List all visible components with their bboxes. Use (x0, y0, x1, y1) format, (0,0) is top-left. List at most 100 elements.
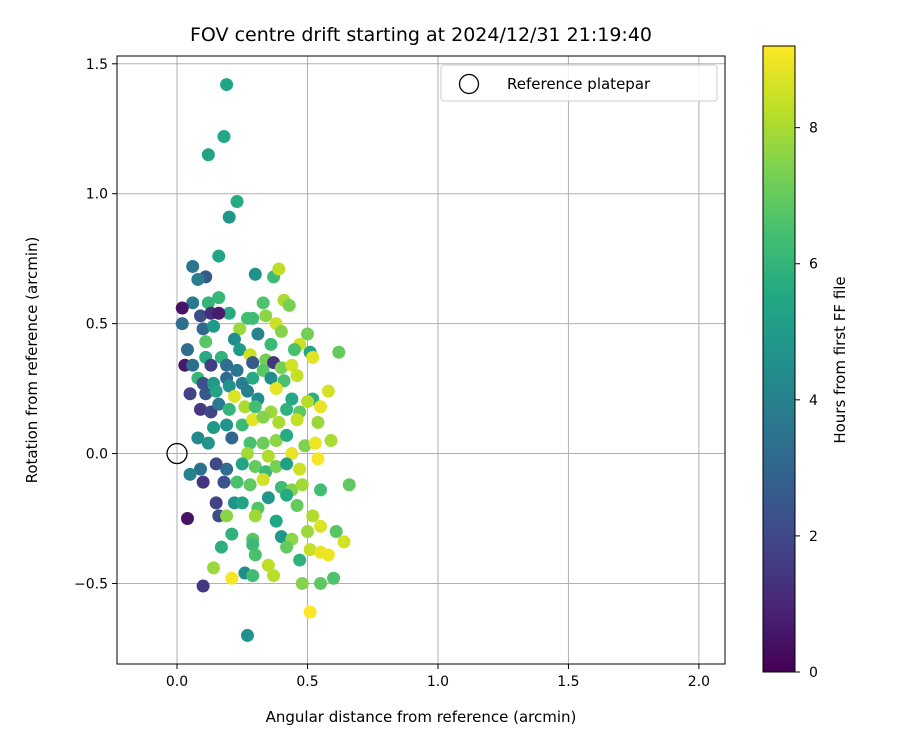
scatter-point (256, 296, 270, 310)
scatter-point (280, 457, 294, 471)
scatter-point (287, 343, 301, 357)
scatter-point (235, 496, 249, 510)
scatter-point (209, 457, 223, 471)
scatter-point (204, 358, 218, 372)
scatter-point (300, 524, 314, 538)
scatter-point (295, 478, 309, 492)
scatter-point (225, 527, 239, 541)
scatter-point (314, 483, 328, 497)
scatter-point (225, 571, 239, 585)
scatter-point (303, 605, 317, 619)
scatter-point (308, 436, 322, 450)
scatter-point (180, 511, 194, 525)
scatter-point (240, 384, 254, 398)
scatter-point (321, 548, 335, 562)
legend: Reference platepar (440, 64, 718, 102)
scatter-point (269, 382, 283, 396)
scatter-point (261, 449, 275, 463)
scatter-point (196, 376, 210, 390)
x-tick-label: 0.5 (296, 674, 318, 690)
scatter-point (298, 439, 312, 453)
scatter-point (314, 576, 328, 590)
scatter-point (207, 319, 221, 333)
scatter-point (240, 628, 254, 642)
scatter-point (186, 296, 200, 310)
scatter-point (251, 327, 265, 341)
scatter-point (337, 535, 351, 549)
colorbar-ticks: 0 2 4 6 8 (795, 121, 818, 681)
scatter-point (269, 434, 283, 448)
scatter-point (261, 558, 275, 572)
scatter-point (201, 148, 215, 162)
scatter-point (230, 475, 244, 489)
scatter-point (209, 384, 223, 398)
scatter-point (201, 296, 215, 310)
scatter-point (321, 384, 335, 398)
scatter-point (180, 343, 194, 357)
scatter-point (230, 363, 244, 377)
scatter-point (191, 272, 205, 286)
y-tick-label: 0.0 (86, 447, 108, 463)
scatter-point (240, 447, 254, 461)
scatter-point (186, 259, 200, 273)
scatter-point (285, 358, 299, 372)
scatter-point (175, 317, 189, 331)
legend-box (440, 64, 718, 102)
scatter-point (212, 291, 226, 305)
scatter-point (300, 395, 314, 409)
scatter-point (222, 379, 236, 393)
scatter-point (201, 436, 215, 450)
legend-label-reference: Reference platepar (507, 75, 651, 93)
scatter-point (295, 576, 309, 590)
scatter-point (285, 392, 299, 406)
scatter-point (222, 402, 236, 416)
scatter-point (217, 475, 231, 489)
scatter-point (314, 519, 328, 533)
scatter-point (191, 431, 205, 445)
scatter-point (246, 569, 260, 583)
scatter-point (217, 130, 231, 144)
x-tick-label: 1.5 (557, 674, 579, 690)
colorbar-tick-label: 6 (809, 257, 818, 273)
scatter-point (311, 415, 325, 429)
colorbar-label: Hours from first FF file (831, 276, 849, 443)
scatter-point (324, 434, 338, 448)
scatter-point (300, 327, 314, 341)
scatter-point (222, 306, 236, 320)
scatter-point (248, 400, 262, 414)
scatter-point (280, 402, 294, 416)
scatter-point (214, 540, 228, 554)
scatter-point (264, 337, 278, 351)
y-tick-label: 1.5 (86, 57, 108, 73)
scatter-point (207, 561, 221, 575)
scatter-point (235, 418, 249, 432)
scatter-point (290, 413, 304, 427)
scatter-point (261, 491, 275, 505)
scatter-point (248, 267, 262, 281)
scatter-point (327, 571, 341, 585)
scatter-point (230, 195, 244, 209)
scatter-point (290, 369, 304, 383)
scatter-point (238, 400, 252, 414)
scatter-point (194, 402, 208, 416)
scatter-point (293, 462, 307, 476)
scatter-point (272, 262, 286, 276)
chart-title: FOV centre drift starting at 2024/12/31 … (190, 24, 652, 46)
scatter-point (274, 324, 288, 338)
scatter-point (233, 343, 247, 357)
scatter-point (225, 431, 239, 445)
axis-ticks: 0.0 0.5 1.0 1.5 2.0 −0.5 0.0 0.5 1.0 1.5 (74, 57, 710, 690)
scatter-point (246, 371, 260, 385)
scatter-point (220, 78, 234, 92)
scatter-point (207, 421, 221, 435)
scatter-point (196, 322, 210, 336)
scatter-point (311, 452, 325, 466)
scatter-point (248, 460, 262, 474)
scatter-point (306, 350, 320, 364)
scatter-point (246, 311, 260, 325)
scatter-point (196, 579, 210, 593)
plot-frame (116, 55, 726, 665)
colorbar-tick-label: 8 (809, 121, 818, 137)
